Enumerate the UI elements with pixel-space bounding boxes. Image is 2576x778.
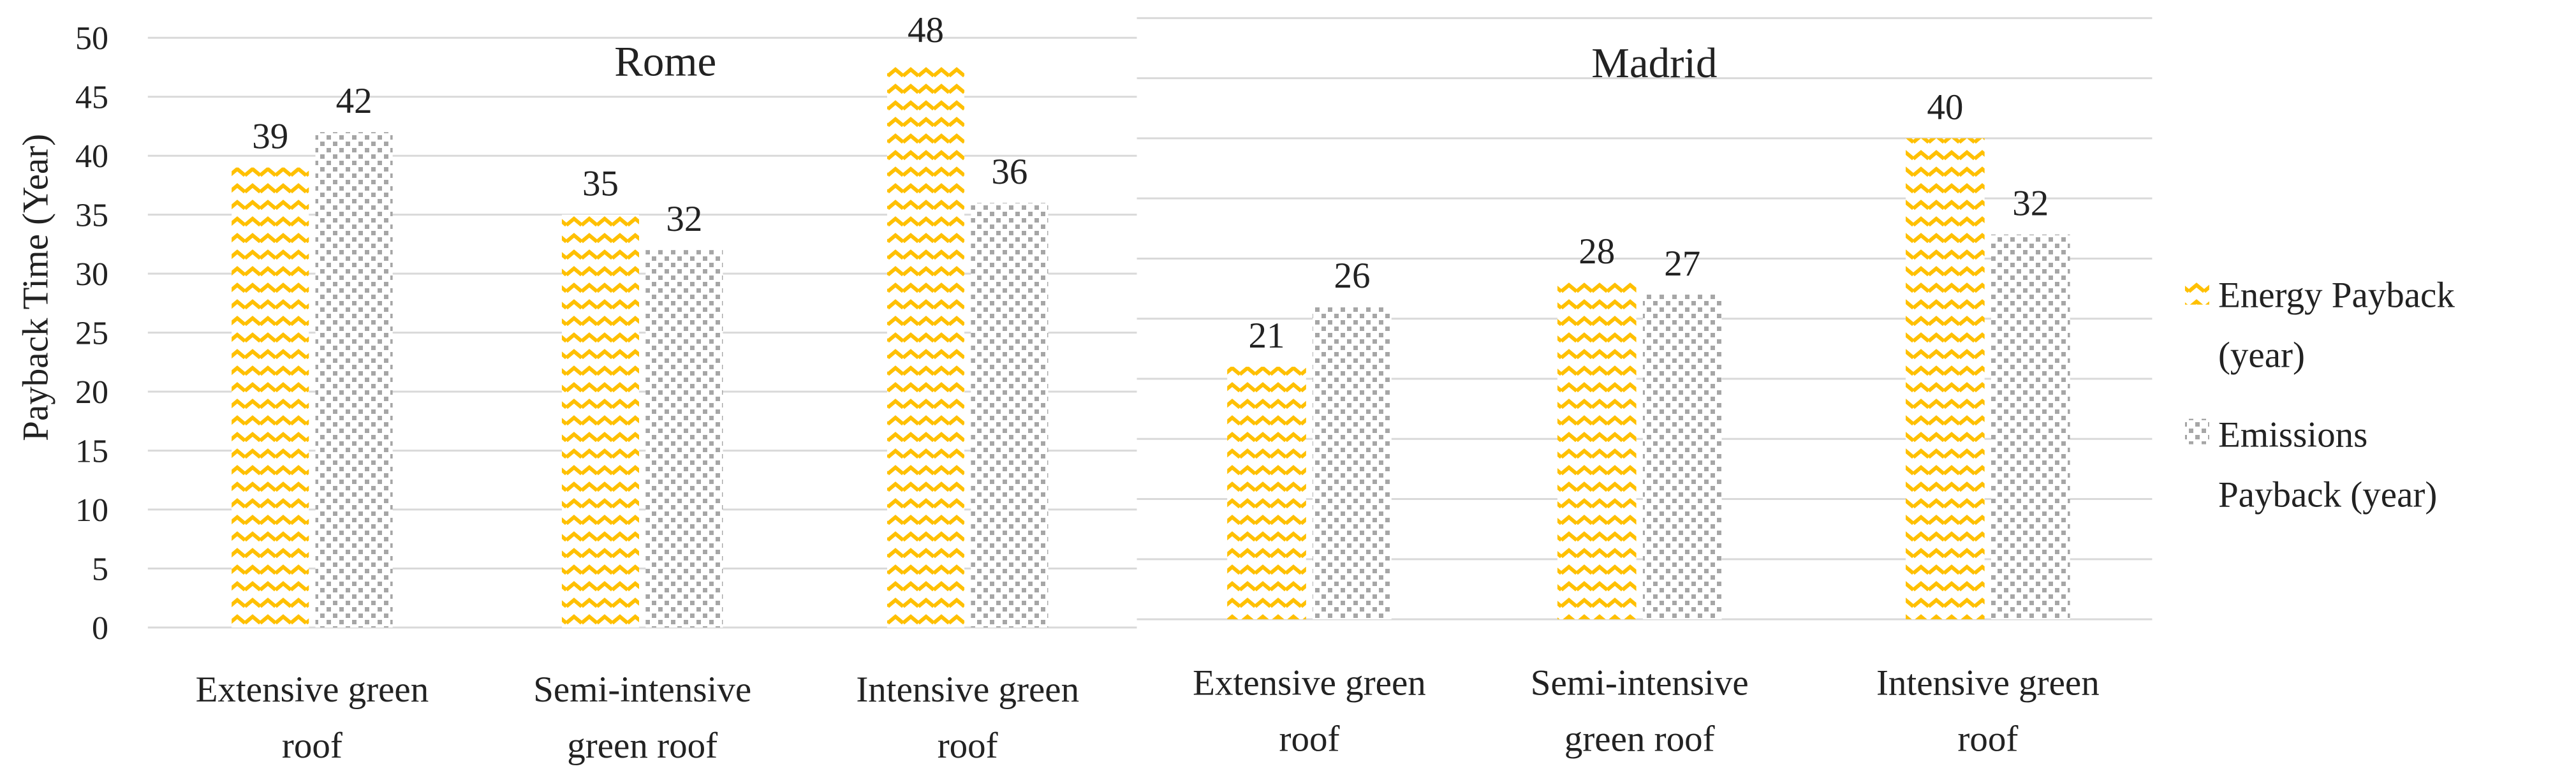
data-label: 28 [1579, 231, 1615, 272]
data-label: 39 [252, 117, 288, 157]
energy-legend-swatch [2184, 279, 2209, 305]
category-label: Intensive green [856, 670, 1079, 710]
energy-payback-bar [232, 167, 309, 628]
category-label: Extensive green [196, 670, 429, 710]
y-axis-title: Payback Time (Year) [16, 134, 56, 441]
gridlines [147, 17, 2153, 629]
panel-title: Rome [614, 38, 716, 85]
emissions-legend-swatch [2184, 418, 2209, 444]
data-label: 32 [2012, 184, 2049, 224]
emissions-payback-bar [971, 203, 1049, 628]
category-label: green roof [567, 726, 718, 766]
category-label: Semi-intensive [1531, 663, 1749, 703]
emissions-payback-bar [1313, 306, 1392, 620]
y-tick-label: 15 [75, 434, 108, 470]
data-label: 35 [582, 164, 619, 204]
data-label: 32 [666, 199, 702, 239]
legend-label: Payback (year) [2218, 475, 2437, 515]
category-label: roof [282, 726, 342, 766]
energy-payback-bar [1227, 367, 1306, 620]
y-axis: 0 5 10 15 20 25 30 35 40 45 50 Payback Time (Year) [16, 20, 108, 647]
labels: Rome 39 42 Extensive green roof 35 32 Semi-inte… [196, 10, 2100, 766]
category-label: green roof [1564, 719, 1715, 760]
y-tick-label: 35 [75, 198, 108, 234]
category-label: roof [1957, 719, 2018, 760]
legend-label: Emissions [2218, 415, 2367, 455]
legend-label: (year) [2218, 335, 2305, 376]
legend: Energy Payback (year) Emissions Payback (ye… [2184, 275, 2455, 515]
emissions-payback-bar [1642, 295, 1722, 620]
emissions-payback-bar [1991, 234, 2070, 620]
category-label: roof [938, 726, 998, 766]
energy-payback-bar [1906, 138, 1985, 620]
data-label: 36 [991, 152, 1027, 192]
data-label: 42 [336, 81, 372, 121]
emissions-payback-bar [315, 132, 393, 628]
category-label: Intensive green [1876, 663, 2100, 703]
data-label: 26 [1334, 256, 1370, 296]
panel-title: Madrid [1591, 40, 1717, 87]
data-label: 40 [1927, 87, 1963, 128]
y-tick-label: 40 [75, 138, 108, 175]
data-label: 27 [1664, 244, 1700, 284]
y-tick-label: 25 [75, 316, 108, 352]
y-tick-label: 30 [75, 256, 108, 293]
category-label: roof [1279, 719, 1340, 760]
y-tick-label: 5 [92, 552, 108, 588]
energy-payback-bar [561, 214, 640, 628]
category-label: Extensive green [1193, 663, 1426, 703]
category-label: Semi-intensive [533, 670, 751, 710]
y-tick-label: 20 [75, 374, 108, 411]
data-label: 21 [1249, 316, 1285, 356]
legend-label: Energy Payback [2218, 275, 2455, 316]
emissions-payback-bar [645, 250, 723, 628]
bars [232, 61, 2070, 628]
y-tick-label: 50 [75, 20, 108, 57]
y-tick-label: 45 [75, 80, 108, 116]
data-label: 48 [908, 10, 944, 50]
energy-payback-bar [887, 61, 965, 628]
y-tick-label: 10 [75, 492, 108, 529]
y-tick-label: 0 [92, 610, 108, 647]
energy-payback-bar [1557, 283, 1637, 620]
